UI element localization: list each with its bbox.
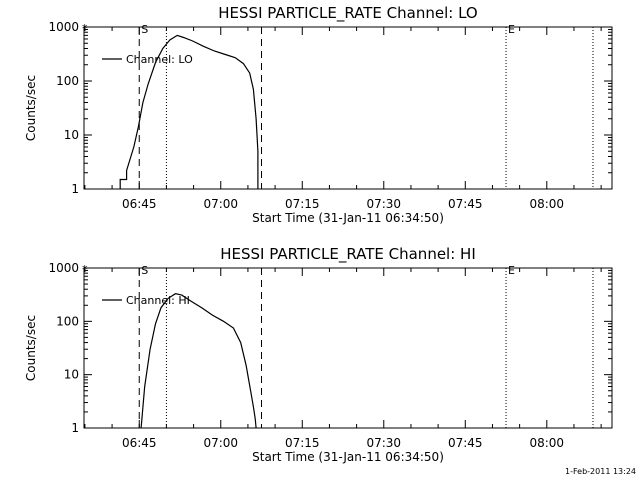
x-tick-label: 07:00 (203, 436, 238, 450)
y-axis-label: Counts/sec (24, 75, 38, 141)
y-tick-label: 100 (56, 314, 79, 328)
x-tick-label: 06:45 (122, 197, 157, 211)
legend-label: Channel: LO (126, 53, 193, 66)
marker-s: S (141, 23, 148, 36)
x-tick-label: 08:00 (529, 436, 564, 450)
marker-e: E (508, 264, 515, 277)
y-tick-label: 10 (64, 128, 79, 142)
footer-timestamp: 1-Feb-2011 13:24 (565, 467, 636, 476)
corner-star: * (82, 263, 88, 276)
x-axis-label: Start Time (31-Jan-11 06:34:50) (252, 211, 444, 225)
x-tick-label: 06:45 (122, 436, 157, 450)
y-tick-label: 10 (64, 368, 79, 382)
marker-s: S (141, 264, 148, 277)
x-tick-label: 08:00 (529, 197, 564, 211)
chart-title: HESSI PARTICLE_RATE Channel: HI (220, 245, 476, 264)
y-tick-label: 1 (71, 421, 79, 435)
legend-label: Channel: HI (126, 294, 190, 307)
x-tick-label: 07:30 (366, 436, 401, 450)
series-line (140, 293, 257, 429)
plot-frame (83, 267, 613, 429)
chart-title: HESSI PARTICLE_RATE Channel: LO (218, 4, 477, 23)
y-tick-label: 1000 (48, 261, 79, 275)
y-axis-label: Counts/sec (24, 315, 38, 381)
y-tick-label: 1000 (48, 20, 79, 34)
x-tick-label: 07:00 (203, 197, 238, 211)
x-tick-label: 07:45 (448, 197, 483, 211)
x-tick-label: 07:15 (285, 197, 320, 211)
x-tick-label: 07:30 (366, 197, 401, 211)
corner-star: * (82, 22, 88, 35)
panels: HESSI PARTICLE_RATE Channel: LO110100100… (24, 4, 613, 464)
x-axis-label: Start Time (31-Jan-11 06:34:50) (252, 450, 444, 464)
x-tick-label: 07:45 (448, 436, 483, 450)
panel-2: HESSI PARTICLE_RATE Channel: HI 1 10 100 100… (24, 245, 613, 464)
y-tick-label: 1 (71, 182, 79, 196)
x-tick-label: 07:15 (285, 436, 320, 450)
series-line (119, 34, 259, 189)
panel-1: HESSI PARTICLE_RATE Channel: LO 1 10 100 100… (24, 4, 613, 225)
marker-e: E (508, 23, 515, 36)
plot-frame (83, 26, 613, 190)
y-tick-label: 100 (56, 74, 79, 88)
